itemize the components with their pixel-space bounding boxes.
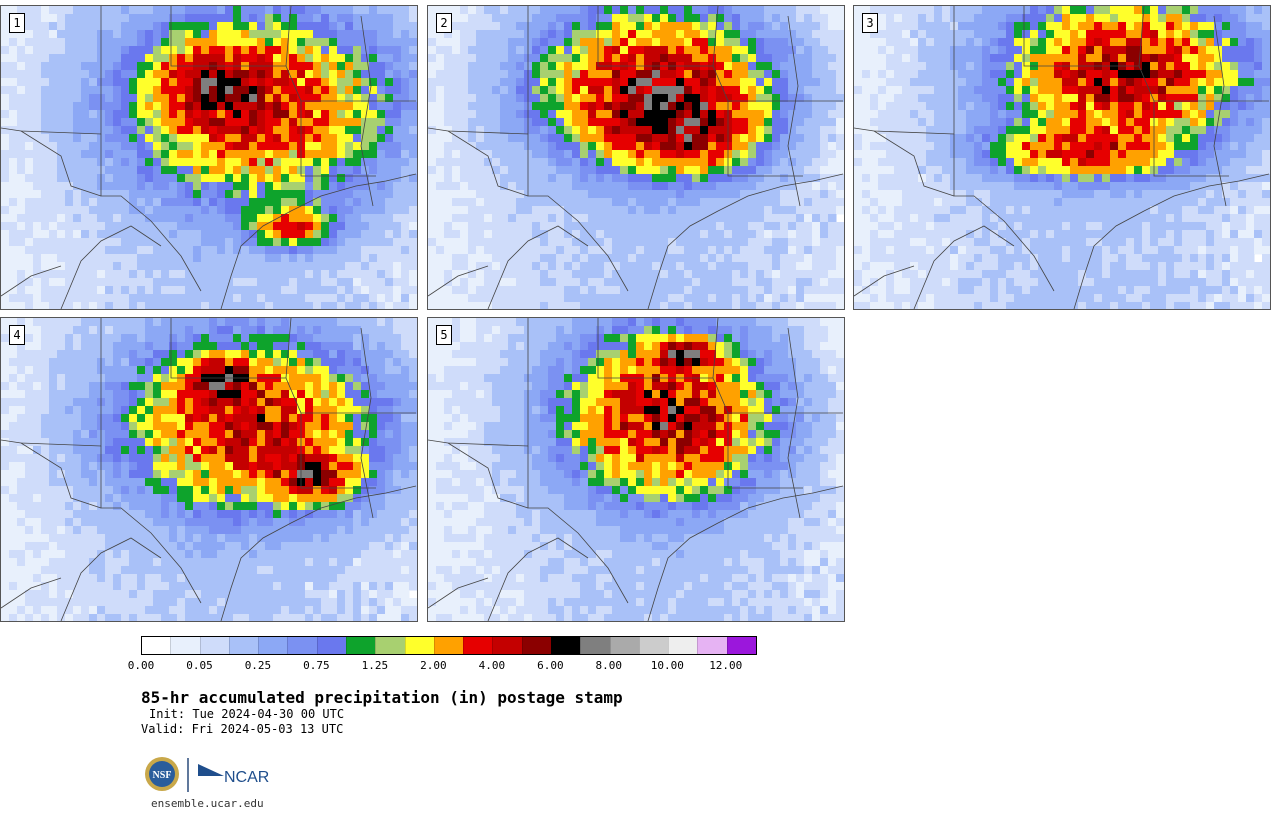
panel-number: 5 [436,325,452,345]
ensemble-member-panel-5: 5 [427,317,845,622]
precip-map-2 [428,6,844,309]
colorbar-swatch [580,637,610,654]
precip-colorbar [141,636,757,655]
colorbar-swatch [433,637,464,654]
colorbar-tick-label: 1.25 [361,659,389,672]
ensemble-member-panel-4: 4 [0,317,418,622]
colorbar-swatch [170,637,200,654]
colorbar-swatch [609,637,639,654]
sponsor-logos: NSF NCAR [145,757,269,792]
nsf-logo-text: NSF [153,770,172,781]
colorbar-tick-label: 2.00 [420,659,447,672]
source-url: ensemble.ucar.edu [151,797,264,810]
precip-map-4 [1,318,417,621]
nsf-logo-icon: NSF [145,757,179,791]
ensemble-member-panel-3: 3 [853,5,1271,310]
colorbar-swatch [199,637,229,654]
colorbar-swatch [550,637,581,654]
colorbar-swatch [521,637,551,654]
colorbar-tick-label: 0.05 [186,659,213,672]
colorbar-tick-label: 12.00 [709,659,743,672]
colorbar-swatch [638,637,669,654]
ensemble-member-panel-1: 1 [0,5,418,310]
ncar-logo-text: NCAR [224,769,269,786]
colorbar-tick-label: 0.00 [127,659,155,672]
colorbar-swatch [228,637,259,654]
valid-time: Valid: Fri 2024-05-03 13 UTC [141,722,344,736]
colorbar-tick-label: 0.25 [244,659,272,672]
colorbar-swatch [142,637,171,654]
colorbar-tick-label: 0.75 [303,659,330,672]
colorbar-swatch [316,637,346,654]
ncar-logo-icon: NCAR [198,764,269,786]
colorbar-tick-label: 8.00 [595,659,623,672]
colorbar-swatch [492,637,522,654]
colorbar-tick-label: 4.00 [478,659,506,672]
panel-number: 4 [9,325,25,345]
colorbar-tick-label: 6.00 [537,659,564,672]
precip-map-3 [854,6,1270,309]
precip-map-1 [1,6,417,309]
panel-number: 2 [436,13,452,33]
ensemble-member-panel-2: 2 [427,5,845,310]
colorbar-tick-label: 10.00 [650,659,684,672]
colorbar-swatch [668,637,698,654]
colorbar-swatch [258,637,288,654]
panel-number: 3 [862,13,878,33]
colorbar-swatch [375,637,405,654]
colorbar-swatch [404,637,434,654]
colorbar-swatch [345,637,376,654]
init-time: Init: Tue 2024-04-30 00 UTC [149,707,345,721]
colorbar-swatch [463,637,493,654]
chart-title: 85-hr accumulated precipitation (in) pos… [141,688,623,707]
colorbar-swatch [287,637,317,654]
panel-number: 1 [9,13,25,33]
colorbar-swatch [726,637,756,654]
colorbar-swatch [697,637,727,654]
precip-map-5 [428,318,844,621]
